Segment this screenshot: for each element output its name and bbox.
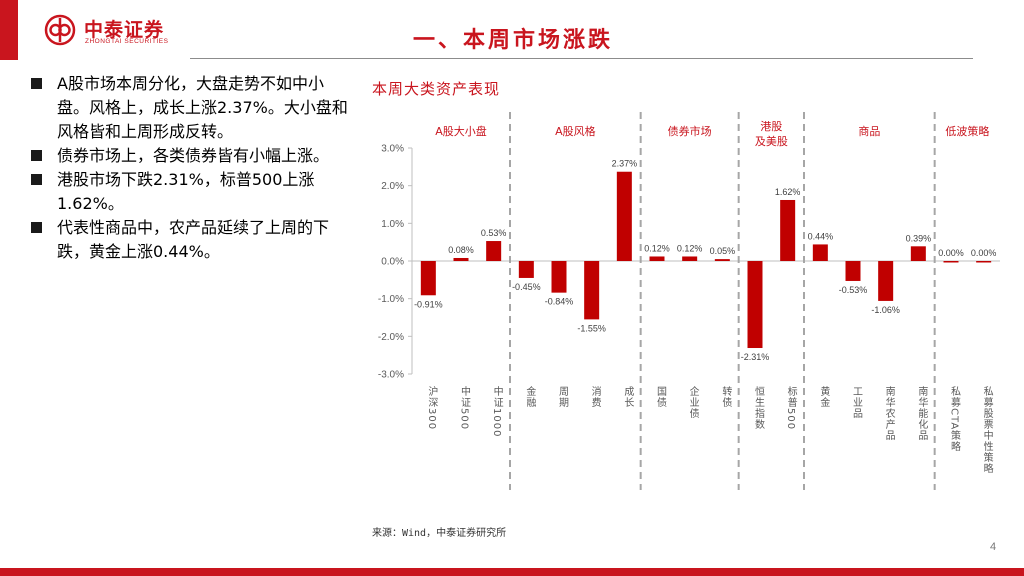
bar — [616, 171, 632, 261]
category-label: 私募股票中性策略 — [981, 386, 993, 474]
category-label: 私募CTA策略 — [949, 386, 961, 452]
bar-value-label: -0.84% — [545, 297, 574, 307]
category-label: 周期 — [557, 386, 569, 408]
y-tick-label: 2.0% — [381, 181, 404, 192]
category-label: 中证1000 — [491, 385, 503, 438]
bar — [518, 261, 534, 278]
bar — [910, 246, 926, 261]
summary-bullet-list: A股市场本周分化，大盘走势不如中小盘。风格上，成长上涨2.37%。大小盘和风格皆… — [30, 72, 348, 264]
bar-value-label: -1.06% — [871, 305, 900, 315]
bar-value-label: 0.05% — [710, 246, 736, 256]
category-label: 恒生指数 — [753, 385, 765, 430]
bullet-text: 债券市场上，各类债券皆有小幅上涨。 — [57, 146, 330, 165]
bar-value-label: -0.91% — [414, 299, 443, 309]
category-label: 中证500 — [459, 385, 471, 430]
bottom-accent-bar — [0, 568, 1024, 576]
bar — [780, 199, 796, 261]
bar — [943, 261, 959, 263]
title-divider — [190, 58, 973, 59]
category-label: 国债 — [655, 386, 667, 408]
bullet-item: 代表性商品中，农产品延续了上周的下跌，黄金上涨0.44%。 — [30, 216, 348, 264]
group-label: A股大小盘 — [435, 124, 487, 138]
bar — [420, 261, 436, 296]
square-bullet-icon — [31, 78, 42, 89]
y-tick-label: -1.0% — [378, 294, 404, 305]
bullet-item: A股市场本周分化，大盘走势不如中小盘。风格上，成长上涨2.37%。大小盘和风格皆… — [30, 72, 348, 144]
category-label: 工业品 — [851, 386, 863, 419]
bar — [486, 241, 502, 261]
category-label: 转债 — [720, 385, 732, 408]
bar-value-label: 0.00% — [938, 248, 964, 258]
brand-subname: ZHONGTAI SECURITIES — [85, 38, 169, 45]
bar-value-label: 2.37% — [612, 159, 638, 169]
square-bullet-icon — [31, 150, 42, 161]
category-label: 黄金 — [818, 385, 830, 408]
chart-heading: 本周大类资产表现 — [372, 80, 501, 98]
group-label: A股风格 — [555, 124, 596, 138]
group-label: 低波策略 — [945, 124, 989, 138]
bar-value-label: -2.31% — [741, 352, 770, 362]
bullet-text: 代表性商品中，农产品延续了上周的下跌，黄金上涨0.44%。 — [57, 218, 330, 261]
bar — [682, 256, 698, 261]
y-tick-label: -2.0% — [378, 332, 404, 343]
category-label: 金融 — [524, 385, 536, 408]
square-bullet-icon — [31, 222, 42, 233]
bar-value-label: 0.12% — [644, 243, 670, 253]
brand-logo: 中泰证券 ZHONGTAI SECURITIES — [44, 14, 234, 48]
category-label: 沪深300 — [426, 385, 438, 430]
page-number: 4 — [990, 541, 997, 553]
category-label: 成长 — [622, 386, 634, 408]
group-label: 港股及美股 — [755, 120, 788, 148]
y-tick-label: -3.0% — [378, 370, 404, 381]
bar-value-label: 0.12% — [677, 243, 703, 253]
bar — [584, 261, 600, 320]
y-tick-label: 0.0% — [381, 257, 404, 268]
bar-value-label: -0.45% — [512, 282, 541, 292]
bar — [453, 257, 469, 261]
bullet-item: 债券市场上，各类债券皆有小幅上涨。 — [30, 144, 348, 168]
category-label: 标普500 — [785, 386, 797, 430]
bar-value-label: -0.53% — [839, 285, 868, 295]
category-label: 南华能化品 — [916, 385, 928, 441]
category-label: 企业债 — [687, 385, 699, 419]
bullet-item: 港股市场下跌2.31%，标普500上涨1.62%。 — [30, 168, 348, 216]
square-bullet-icon — [31, 174, 42, 185]
bar — [551, 261, 567, 293]
bar — [845, 261, 861, 281]
bar-value-label: 0.00% — [971, 248, 997, 258]
bar — [976, 261, 992, 263]
bar — [649, 256, 665, 261]
category-label: 消费 — [589, 385, 601, 408]
group-label: 商品 — [858, 124, 880, 138]
left-accent-bar — [0, 0, 18, 60]
y-tick-label: 1.0% — [381, 219, 404, 230]
bar — [714, 259, 730, 261]
bar — [747, 261, 763, 349]
bar-value-label: 0.44% — [808, 231, 834, 241]
source-note: 来源：Wind，中泰证券研究所 — [372, 528, 507, 539]
bar-value-label: 1.62% — [775, 187, 801, 197]
bar-value-label: 0.53% — [481, 228, 507, 238]
brand-logo-icon — [44, 14, 76, 46]
bullet-text: A股市场本周分化，大盘走势不如中小盘。风格上，成长上涨2.37%。大小盘和风格皆… — [57, 74, 348, 141]
bullet-text: 港股市场下跌2.31%，标普500上涨1.62%。 — [57, 170, 315, 213]
bar-value-label: 0.39% — [906, 233, 932, 243]
page-title: 一、本周市场涨跌 — [413, 28, 614, 53]
bar-value-label: -1.55% — [577, 323, 606, 333]
bar — [812, 244, 828, 261]
group-label: 债券市场 — [668, 124, 712, 138]
bar — [878, 261, 894, 301]
bar-value-label: 0.08% — [448, 245, 474, 255]
brand-name: 中泰证券 — [84, 19, 165, 41]
y-tick-label: 3.0% — [381, 144, 404, 155]
category-label: 南华农产品 — [883, 385, 895, 441]
